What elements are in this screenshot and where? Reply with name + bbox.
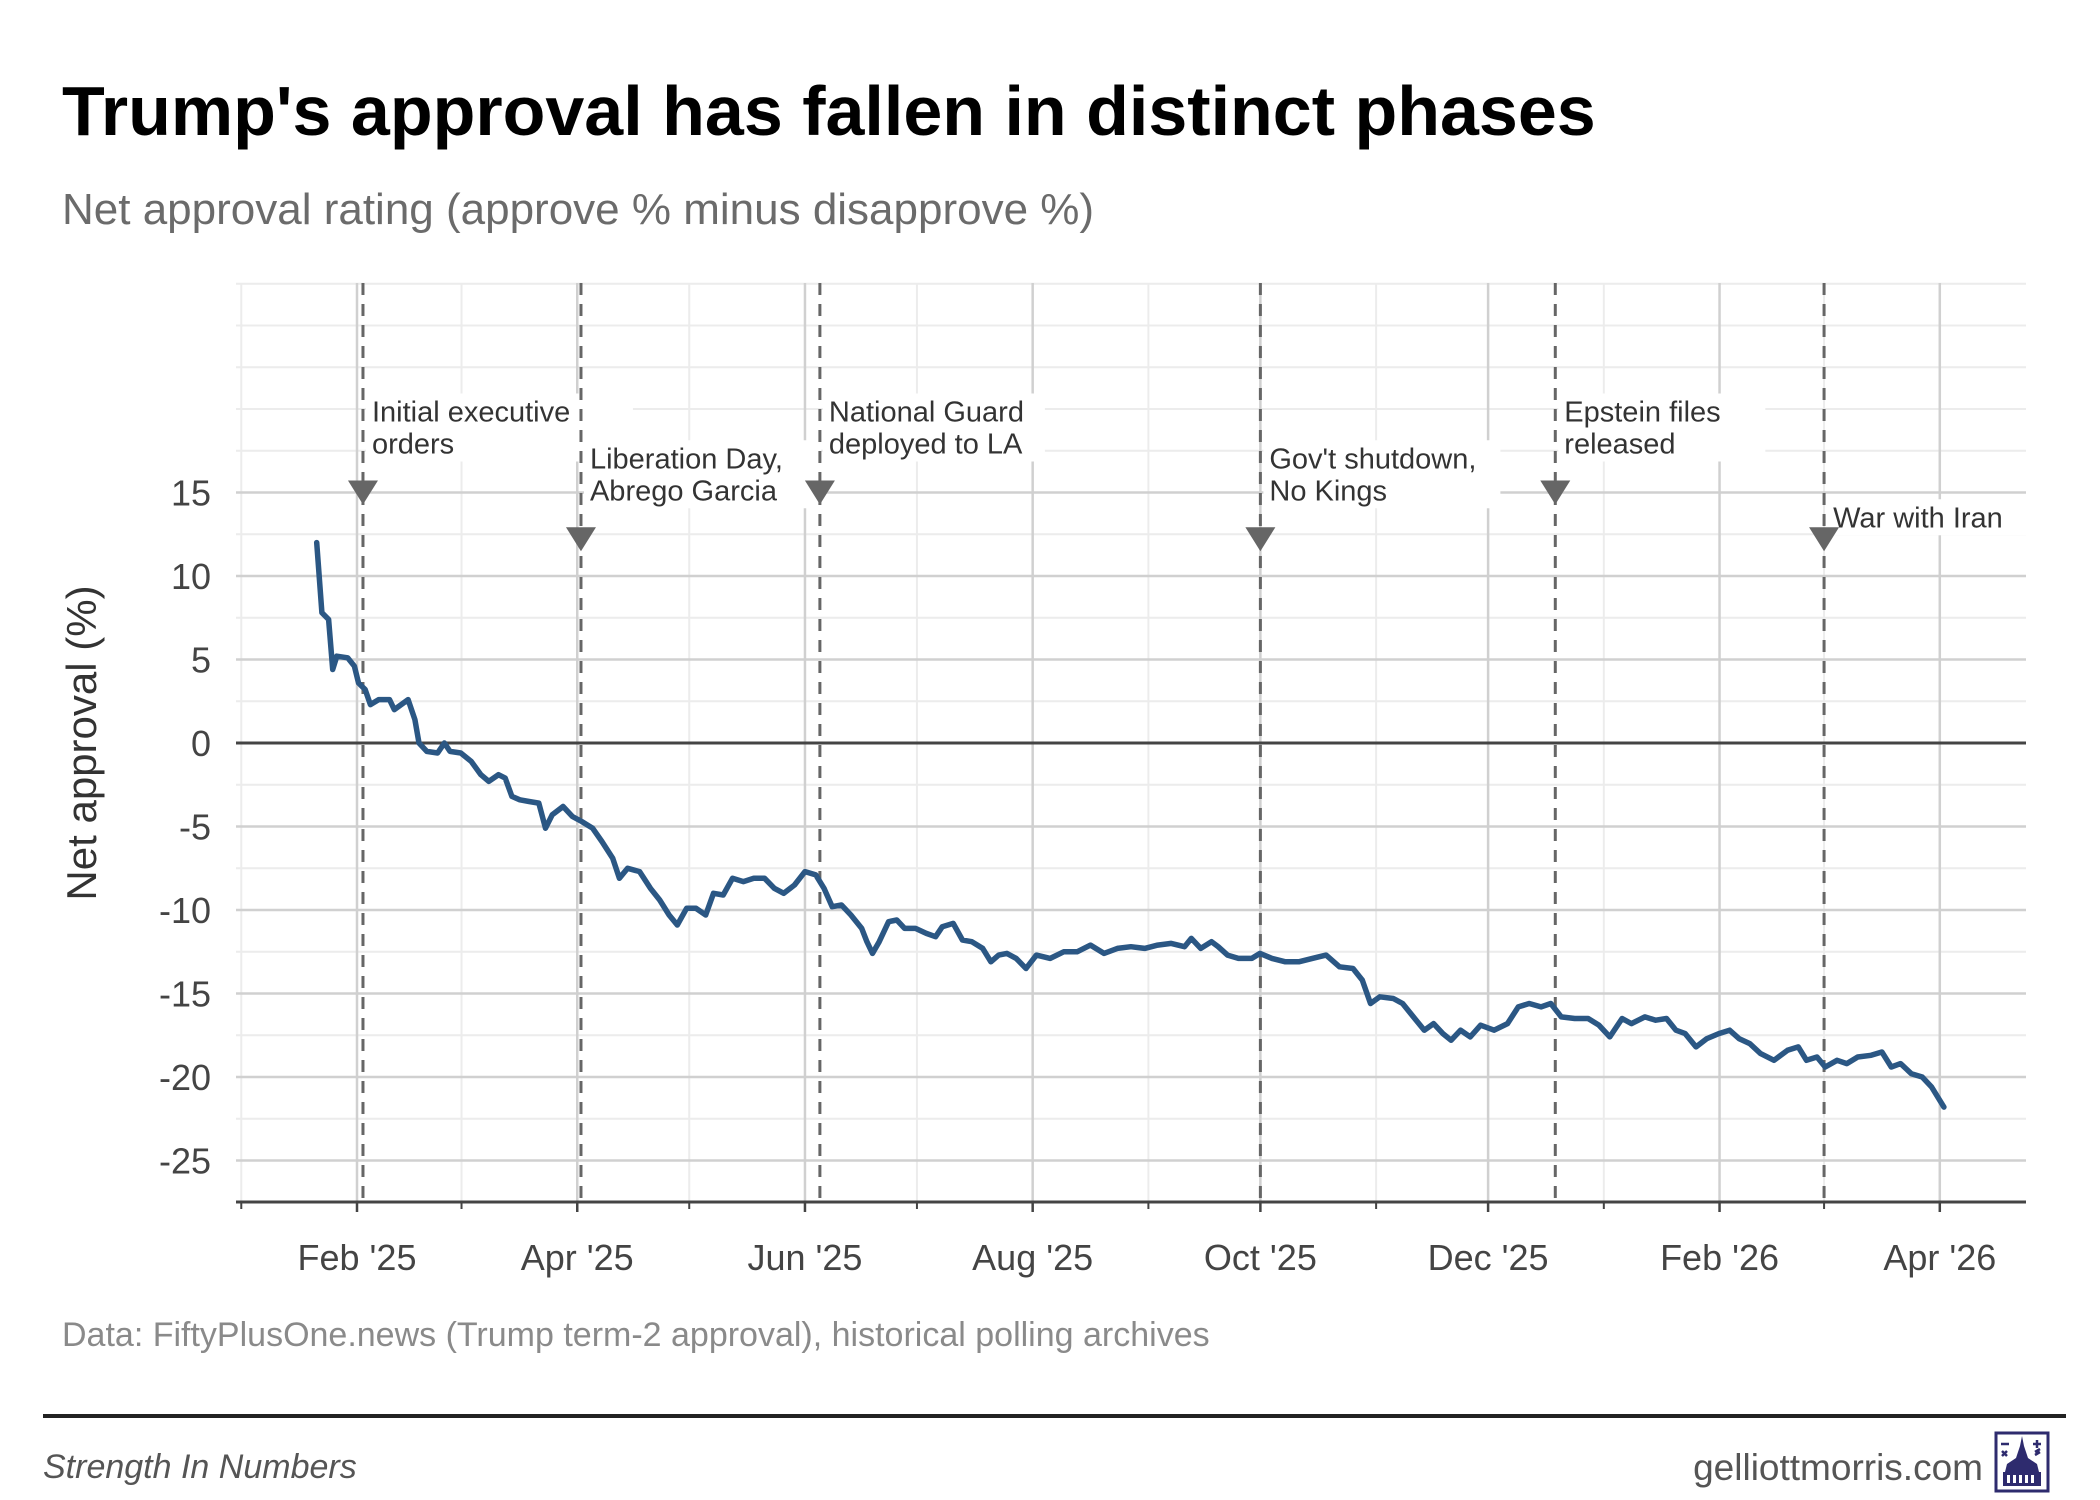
axes: Feb '25 Apr '25 Jun '25 Aug '25 Oct '25 Dec '… [159,473,2026,1278]
grid [236,282,2026,1202]
event-label-background [822,393,1045,462]
y-tick-label: 0 [191,723,211,764]
event-label: deployed to LA [829,429,1023,461]
x-tick-label: Feb '25 [298,1237,417,1278]
site-link[interactable]: gelliottmorris.com [1693,1447,1983,1488]
event-label: Abrego Garcia [590,475,778,507]
footer-rule [43,1414,2066,1418]
capitol-logo-icon [1994,1431,2050,1493]
event-label: War with Iran [1833,502,2003,534]
event-arrow-icon [1245,527,1276,552]
series [313,539,1947,1110]
x-tick-label: Dec '25 [1428,1237,1549,1278]
brand-name: Strength In Numbers [43,1448,357,1486]
event-label: No Kings [1269,475,1387,507]
y-tick-label: -15 [159,974,211,1015]
event-annotation: War with Iran [1809,283,2035,1202]
x-tick-label: Jun '25 [747,1237,862,1278]
y-tick-label: 10 [171,556,211,597]
net-approval-line [313,539,1947,1110]
event-label: released [1564,429,1675,461]
event-label-background [1558,393,1766,462]
event-label-background [583,440,821,509]
event-label: orders [372,429,454,461]
event-label: Initial executive [372,397,570,429]
event-arrow-icon [347,480,378,505]
y-tick-label: 5 [191,640,211,681]
event-label: Epstein files [1564,397,1720,429]
event-label-background [1263,440,1501,509]
chart-title: Trump's approval has fallen in distinct … [62,72,1596,150]
x-tick-label: Apr '25 [521,1237,634,1278]
event-label: National Guard [829,397,1024,429]
event-arrow-icon [1809,527,1840,552]
source-caption: Data: FiftyPlusOne.news (Trump term-2 ap… [62,1316,1210,1354]
chart-subtitle: Net approval rating (approve % minus dis… [62,185,1094,234]
event-arrow-icon [804,480,835,505]
event-annotation: Liberation Day,Abrego Garcia [565,283,821,1202]
event-label: Gov't shutdown, [1269,443,1476,475]
y-tick-label: -5 [179,807,211,848]
y-tick-label: 15 [171,473,211,514]
y-tick-label: -20 [159,1057,211,1098]
event-arrow-icon [565,527,596,552]
event-annotation: Gov't shutdown,No Kings [1245,283,1501,1202]
event-arrow-icon [1540,480,1571,505]
event-label-background [1827,499,2035,536]
x-tick-label: Apr '26 [1883,1237,1996,1278]
x-tick-label: Feb '26 [1660,1237,1779,1278]
y-axis-label: Net approval (%) [58,585,105,900]
y-tick-label: -10 [159,890,211,931]
event-label: Liberation Day, [590,443,783,475]
x-tick-label: Aug '25 [972,1237,1093,1278]
x-tick-label: Oct '25 [1204,1237,1317,1278]
y-tick-label: -25 [159,1141,211,1182]
